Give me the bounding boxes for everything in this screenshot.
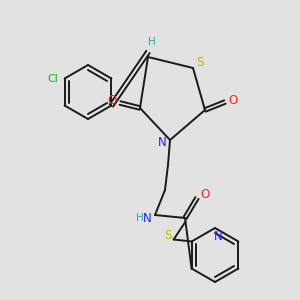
Text: S: S: [196, 56, 204, 70]
Text: O: O: [228, 94, 238, 106]
Text: O: O: [107, 94, 117, 107]
Text: N: N: [214, 230, 222, 244]
Text: H: H: [148, 37, 156, 47]
Text: O: O: [200, 188, 210, 200]
Text: S: S: [164, 229, 171, 242]
Text: N: N: [142, 212, 152, 224]
Text: Cl: Cl: [47, 74, 58, 83]
Text: H: H: [136, 213, 144, 223]
Text: N: N: [158, 136, 166, 149]
